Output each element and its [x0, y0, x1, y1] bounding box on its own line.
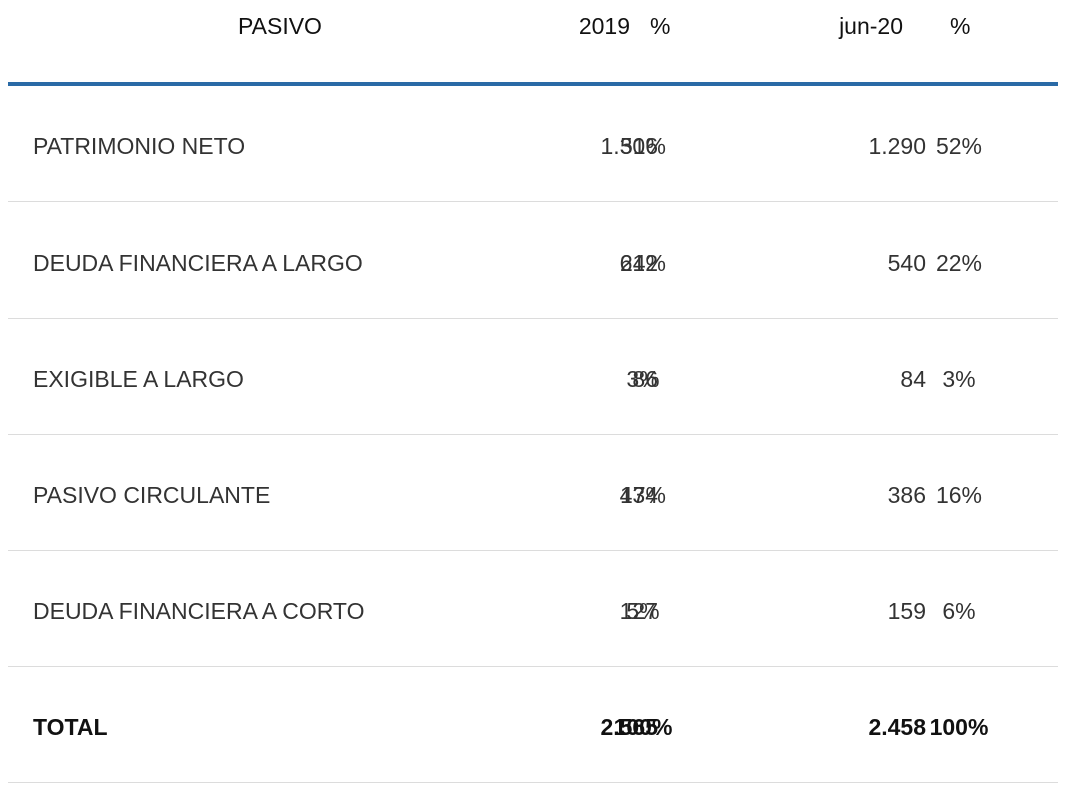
row-value-2019: 434 [619, 482, 658, 508]
row-value-jun20: 159 [887, 598, 926, 624]
total-row: TOTAL 2.565 100% 2.458 100% [8, 667, 1058, 783]
row-value-2019: 86 [632, 366, 658, 392]
table-row: PASIVO CIRCULANTE 434 17% 386 16% [8, 435, 1058, 551]
table-row: DEUDA FINANCIERA A CORTO 127 5% 159 6% [8, 551, 1058, 667]
row-pct-jun20: 16% [935, 482, 983, 508]
row-pct-2019: 24% [619, 250, 667, 276]
table-row: DEUDA FINANCIERA A LARGO 612 24% 540 22% [8, 203, 1058, 319]
row-label: EXIGIBLE A LARGO [33, 366, 244, 392]
table-header: PASIVO 2019 % jun-20 % [8, 0, 1058, 86]
row-value-2019: 1.306 [600, 133, 658, 159]
row-pct-2019: 17% [619, 482, 667, 508]
header-2019: 2019 [578, 13, 630, 39]
table-row: EXIGIBLE A LARGO 86 3% 84 3% [8, 319, 1058, 435]
row-value-jun20: 386 [887, 482, 926, 508]
row-pct-2019: 51% [619, 133, 667, 159]
total-value-2019: 2.565 [600, 714, 658, 740]
row-pct-jun20: 3% [942, 366, 976, 392]
row-label: DEUDA FINANCIERA A LARGO [33, 250, 363, 276]
row-label: PASIVO CIRCULANTE [33, 482, 271, 508]
table-row: PATRIMONIO NETO 1.306 51% 1.290 52% [8, 86, 1058, 202]
row-pct-jun20: 6% [942, 598, 976, 624]
row-label: PATRIMONIO NETO [33, 133, 246, 159]
row-pct-jun20: 22% [935, 250, 983, 276]
row-pct-2019: 5% [626, 598, 660, 624]
total-value-jun20: 2.458 [868, 714, 926, 740]
row-value-jun20: 1.290 [868, 133, 926, 159]
row-label: DEUDA FINANCIERA A CORTO [33, 598, 365, 624]
row-pct-jun20: 52% [935, 133, 983, 159]
total-label: TOTAL [33, 714, 108, 740]
total-pct-jun20: 100% [929, 714, 989, 740]
header-label: PASIVO [238, 13, 322, 39]
header-jun20: jun-20 [839, 13, 903, 39]
row-pct-2019: 3% [626, 366, 660, 392]
header-pct-jun20: % [950, 13, 971, 39]
header-pct-2019: % [650, 13, 671, 39]
row-value-2019: 127 [619, 598, 658, 624]
row-value-jun20: 540 [887, 250, 926, 276]
row-value-jun20: 84 [900, 366, 926, 392]
row-value-2019: 612 [619, 250, 658, 276]
total-pct-2019: 100% [613, 714, 673, 740]
